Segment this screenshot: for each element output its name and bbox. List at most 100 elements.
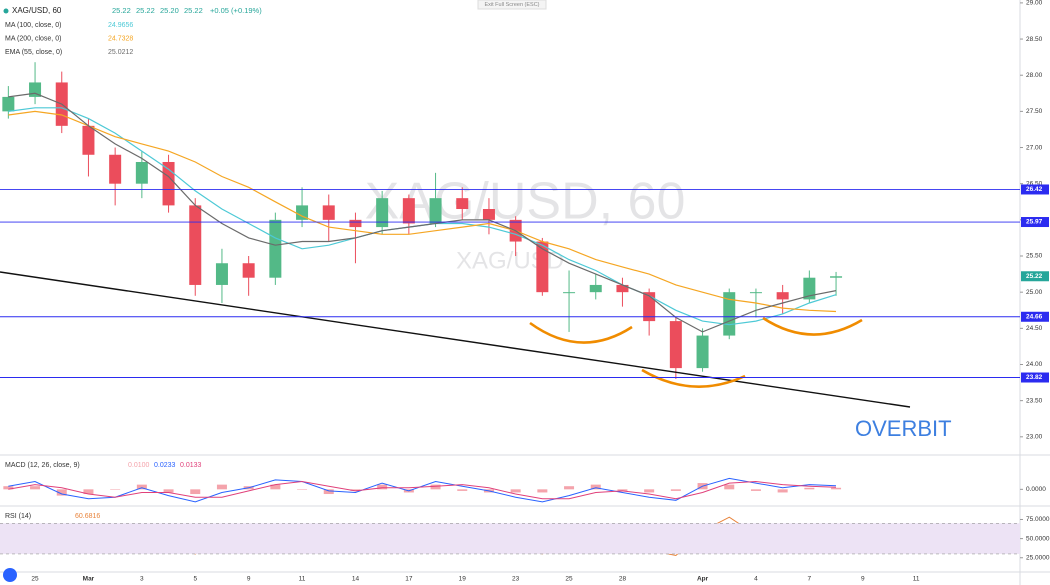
- y-tick-label: 26.50: [1026, 180, 1043, 187]
- y-tick-label: 50.0000: [1026, 535, 1050, 542]
- macd-line: [8, 480, 837, 500]
- candle-body: [376, 198, 389, 228]
- candle-body: [616, 284, 629, 293]
- macd-line: [8, 477, 837, 503]
- x-tick-label: 11: [913, 576, 920, 583]
- legend-name: EMA (55, close, 0): [5, 49, 62, 56]
- y-tick-label: 27.50: [1026, 108, 1043, 115]
- y-tick-label: 25.00: [1026, 289, 1043, 296]
- level-tag: [1021, 217, 1049, 228]
- pattern-arc: [641, 368, 746, 388]
- candle-body: [696, 335, 709, 369]
- histogram-bar: [83, 489, 94, 495]
- candle-body: [803, 277, 816, 300]
- x-tick-label: 4: [754, 576, 758, 583]
- histogram-bar: [3, 486, 14, 490]
- candle-body: [82, 125, 95, 155]
- exit-fullscreen-label: Exit Full Screen (ESC): [484, 2, 539, 8]
- legend-value: 25.0212: [108, 49, 133, 56]
- exit-fullscreen-button[interactable]: [477, 0, 547, 10]
- x-tick-label: 14: [352, 576, 360, 583]
- legend-name: MA (200, close, 0): [5, 35, 61, 42]
- legend-value: 60.6816: [75, 513, 100, 520]
- y-tick-label: 28.00: [1026, 72, 1043, 79]
- histogram-bar: [724, 484, 735, 490]
- candle-body: [135, 161, 148, 184]
- candle-body: [643, 292, 656, 322]
- y-tick-label: 23.50: [1026, 397, 1043, 404]
- candle-body: [162, 161, 175, 206]
- candle-body: [749, 292, 762, 294]
- level-tag: [1021, 372, 1049, 383]
- last-price-label: 25.22: [1026, 273, 1043, 280]
- histogram-bar: [216, 484, 227, 490]
- candle-body: [296, 205, 309, 220]
- histogram-bar: [323, 489, 334, 495]
- histogram-bar: [136, 484, 147, 490]
- candle-body: [456, 198, 469, 210]
- symbol-title: XAG/USD, 60: [12, 6, 62, 15]
- y-tick-label: 25.0000: [1026, 554, 1050, 561]
- trend-line: [0, 271, 911, 408]
- x-tick-label: 17: [405, 576, 413, 583]
- y-tick-label: 23.00: [1026, 434, 1043, 441]
- level-tag: [1021, 311, 1049, 322]
- histogram-bar: [377, 484, 388, 490]
- histogram-bar: [430, 484, 441, 490]
- logo: [3, 568, 17, 582]
- level-label: 23.82: [1026, 374, 1043, 381]
- histogram-bar: [30, 486, 41, 490]
- histogram-bar: [297, 489, 308, 490]
- candle-body: [322, 205, 335, 220]
- x-tick-label: 9: [861, 576, 865, 583]
- histogram-bar: [510, 489, 521, 493]
- x-tick-label: 19: [459, 576, 467, 583]
- level-tag: [1021, 184, 1049, 195]
- candle-body: [109, 154, 122, 184]
- x-tick-label: 3: [140, 576, 144, 583]
- x-tick-label: 25: [565, 576, 573, 583]
- x-tick-label: 11: [299, 576, 306, 583]
- x-tick-label: 23: [512, 576, 520, 583]
- histogram-bar: [617, 489, 628, 491]
- candle-body: [349, 219, 362, 228]
- level-label: 24.66: [1026, 313, 1043, 320]
- x-tick-label: Mar: [83, 576, 95, 583]
- candle-body: [830, 276, 843, 278]
- ohlc-value: 25.22: [184, 6, 203, 15]
- histogram-bar: [831, 487, 842, 490]
- last-price-tag: [1021, 271, 1049, 282]
- indicator-title: RSI (14): [5, 513, 31, 520]
- pattern-arc: [762, 316, 863, 336]
- candle-body: [269, 219, 282, 278]
- histogram-bar: [56, 489, 67, 496]
- ma-line: [8, 92, 837, 333]
- histogram-bar: [590, 484, 601, 490]
- y-tick-label: 28.50: [1026, 36, 1043, 43]
- status-dot: [3, 8, 9, 14]
- histogram-bar: [564, 486, 575, 490]
- histogram-bar: [163, 489, 174, 493]
- candle-body: [242, 263, 255, 278]
- histogram-bar: [777, 489, 788, 493]
- y-tick-label: 29.00: [1026, 0, 1043, 7]
- candle-body: [215, 263, 228, 285]
- legend-value: 24.9656: [108, 22, 133, 29]
- histogram-bar: [110, 489, 121, 490]
- legend-value: 0.0100: [128, 462, 150, 469]
- candle-body: [589, 284, 602, 293]
- x-tick-label: 28: [619, 576, 627, 583]
- y-tick-label: 0.0000: [1026, 486, 1046, 493]
- y-tick-label: 27.00: [1026, 144, 1043, 151]
- legend-value: 24.7328: [108, 35, 133, 42]
- candle-body: [776, 292, 789, 300]
- candle-body: [563, 292, 576, 294]
- histogram-bar: [270, 484, 281, 490]
- histogram-bar: [670, 489, 681, 491]
- ma-line: [8, 110, 837, 313]
- ohlc-value: +0.05 (+0.19%): [210, 6, 262, 15]
- ohlc-value: 25.20: [160, 6, 179, 15]
- histogram-bar: [190, 489, 201, 495]
- y-tick-label: 24.50: [1026, 325, 1043, 332]
- x-tick-label: 25: [31, 576, 39, 583]
